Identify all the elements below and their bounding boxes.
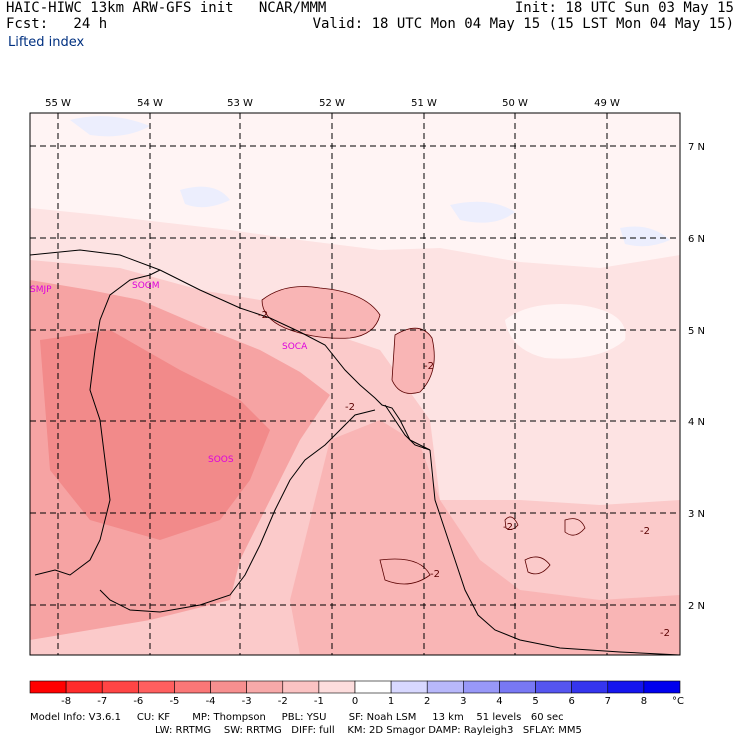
latitude-label: 4 N <box>688 417 705 428</box>
station-label: SOOS <box>208 455 234 465</box>
valid-time: Valid: 18 UTC Mon 04 May 15 (15 LST Mon … <box>312 16 734 32</box>
longitude-label: 53 W <box>227 98 253 109</box>
longitude-label: 51 W <box>411 98 437 109</box>
colorbar-swatch <box>174 680 211 694</box>
colorbar-swatch <box>29 680 67 694</box>
latitude-label: 2 N <box>688 601 705 612</box>
colorbar-swatch <box>571 680 609 694</box>
field-label: Lifted index <box>8 35 85 50</box>
field-region-blue-3 <box>450 201 515 223</box>
longitude-label: 54 W <box>137 98 163 109</box>
coastlines-borders <box>30 249 680 655</box>
footer-model-info: Model Info: V3.6.1 CU: KF MP: Thompson P… <box>30 712 564 723</box>
contour-label: -2 <box>424 361 434 372</box>
contour-label: -2 <box>503 522 513 533</box>
colorbar-tick-label: 0 <box>352 696 358 707</box>
colorbar-tick-label: -3 <box>242 696 252 707</box>
lifted-index-field <box>30 113 680 655</box>
station-label: SOGM <box>132 281 160 291</box>
colorbar-tick-label: 3 <box>460 696 466 707</box>
longitude-label: 52 W <box>319 98 345 109</box>
init-time: Init: 18 UTC Sun 03 May 15 <box>514 0 734 16</box>
colorbar: -8 -7 -6 -5 -4 -3 -2 -1 0 1 2 3 4 5 6 7 8 <box>29 680 681 707</box>
colorbar-tick-label: 1 <box>388 696 394 707</box>
colorbar-swatch <box>390 680 428 694</box>
colorbar-swatch <box>318 680 356 694</box>
colorbar-tick-label: -6 <box>133 696 143 707</box>
colorbar-swatch <box>607 680 645 694</box>
center-name: NCAR/MMM <box>258 0 327 16</box>
colorbar-tick-label: 5 <box>532 696 538 707</box>
colorbar-tick-label: -1 <box>314 696 324 707</box>
longitude-label: 49 W <box>594 98 620 109</box>
colorbar-swatch <box>354 680 392 694</box>
latitude-label: 6 N <box>688 234 705 245</box>
field-region-north <box>30 113 680 268</box>
contour-label: -2 <box>258 310 268 321</box>
colorbar-swatch <box>282 680 320 694</box>
colorbar-tick-label: 2 <box>424 696 430 707</box>
colorbar-swatch <box>101 680 139 694</box>
latitude-label: 5 N <box>688 326 705 337</box>
header-model-line: HAIC-HIWC 13km ARW-GFS init NCAR/MMM <box>6 0 326 16</box>
footer-physics-info: LW: RRTMG SW: RRTMG DIFF: full KM: 2D Sm… <box>155 725 582 736</box>
latitude-label: 7 N <box>688 142 705 153</box>
colorbar-tick-label: -8 <box>61 696 71 707</box>
latitude-label: 3 N <box>688 509 705 520</box>
colorbar-swatch <box>535 680 572 694</box>
field-region-patch-52w <box>262 286 380 339</box>
longitude-label: 55 W <box>45 98 71 109</box>
colorbar-tick-label: 4 <box>496 696 502 707</box>
colorbar-unit: °C <box>672 696 684 707</box>
contour-label: -2 <box>640 526 650 537</box>
forecast-hour: Fcst: 24 h <box>6 16 108 32</box>
contour-label: -2 <box>660 628 670 639</box>
field-region-south <box>290 420 680 655</box>
colorbar-swatch <box>426 680 464 694</box>
colorbar-swatch <box>210 680 247 694</box>
colorbar-swatch <box>463 680 500 694</box>
contour-label: -2 <box>345 402 355 413</box>
colorbar-tick-label: -7 <box>97 696 107 707</box>
colorbar-tick-label: 7 <box>605 696 611 707</box>
colorbar-tick-label: -4 <box>206 696 216 707</box>
colorbar-swatch <box>138 680 175 694</box>
longitude-label: 50 W <box>502 98 528 109</box>
longitude-labels: 55 W 54 W 53 W 52 W 51 W 50 W 49 W <box>45 98 620 109</box>
colorbar-tick-label: 6 <box>568 696 574 707</box>
colorbar-swatch <box>65 680 103 694</box>
colorbar-swatch <box>499 680 536 694</box>
field-region-blue-2 <box>180 186 230 208</box>
graticule <box>30 113 680 655</box>
field-region-east-light <box>505 304 626 359</box>
colorbar-swatch <box>246 680 284 694</box>
station-label: SMJP <box>30 285 52 295</box>
colorbar-swatch <box>643 680 681 694</box>
colorbar-tick-label: 8 <box>641 696 647 707</box>
colorbar-tick-label: -2 <box>278 696 288 707</box>
contour-lines <box>261 286 586 585</box>
contour-label: -2 <box>430 569 440 580</box>
field-region-blue-1 <box>70 116 150 137</box>
colorbar-tick-label: -5 <box>169 696 179 707</box>
field-region-blue-4 <box>620 226 670 247</box>
latitude-labels: 7 N 6 N 5 N 4 N 3 N 2 N <box>688 142 705 612</box>
map-frame <box>29 112 681 656</box>
model-title: HAIC-HIWC 13km ARW-GFS init <box>6 0 234 16</box>
station-label: SOCA <box>282 342 308 352</box>
field-region-southwest-core <box>40 330 270 540</box>
